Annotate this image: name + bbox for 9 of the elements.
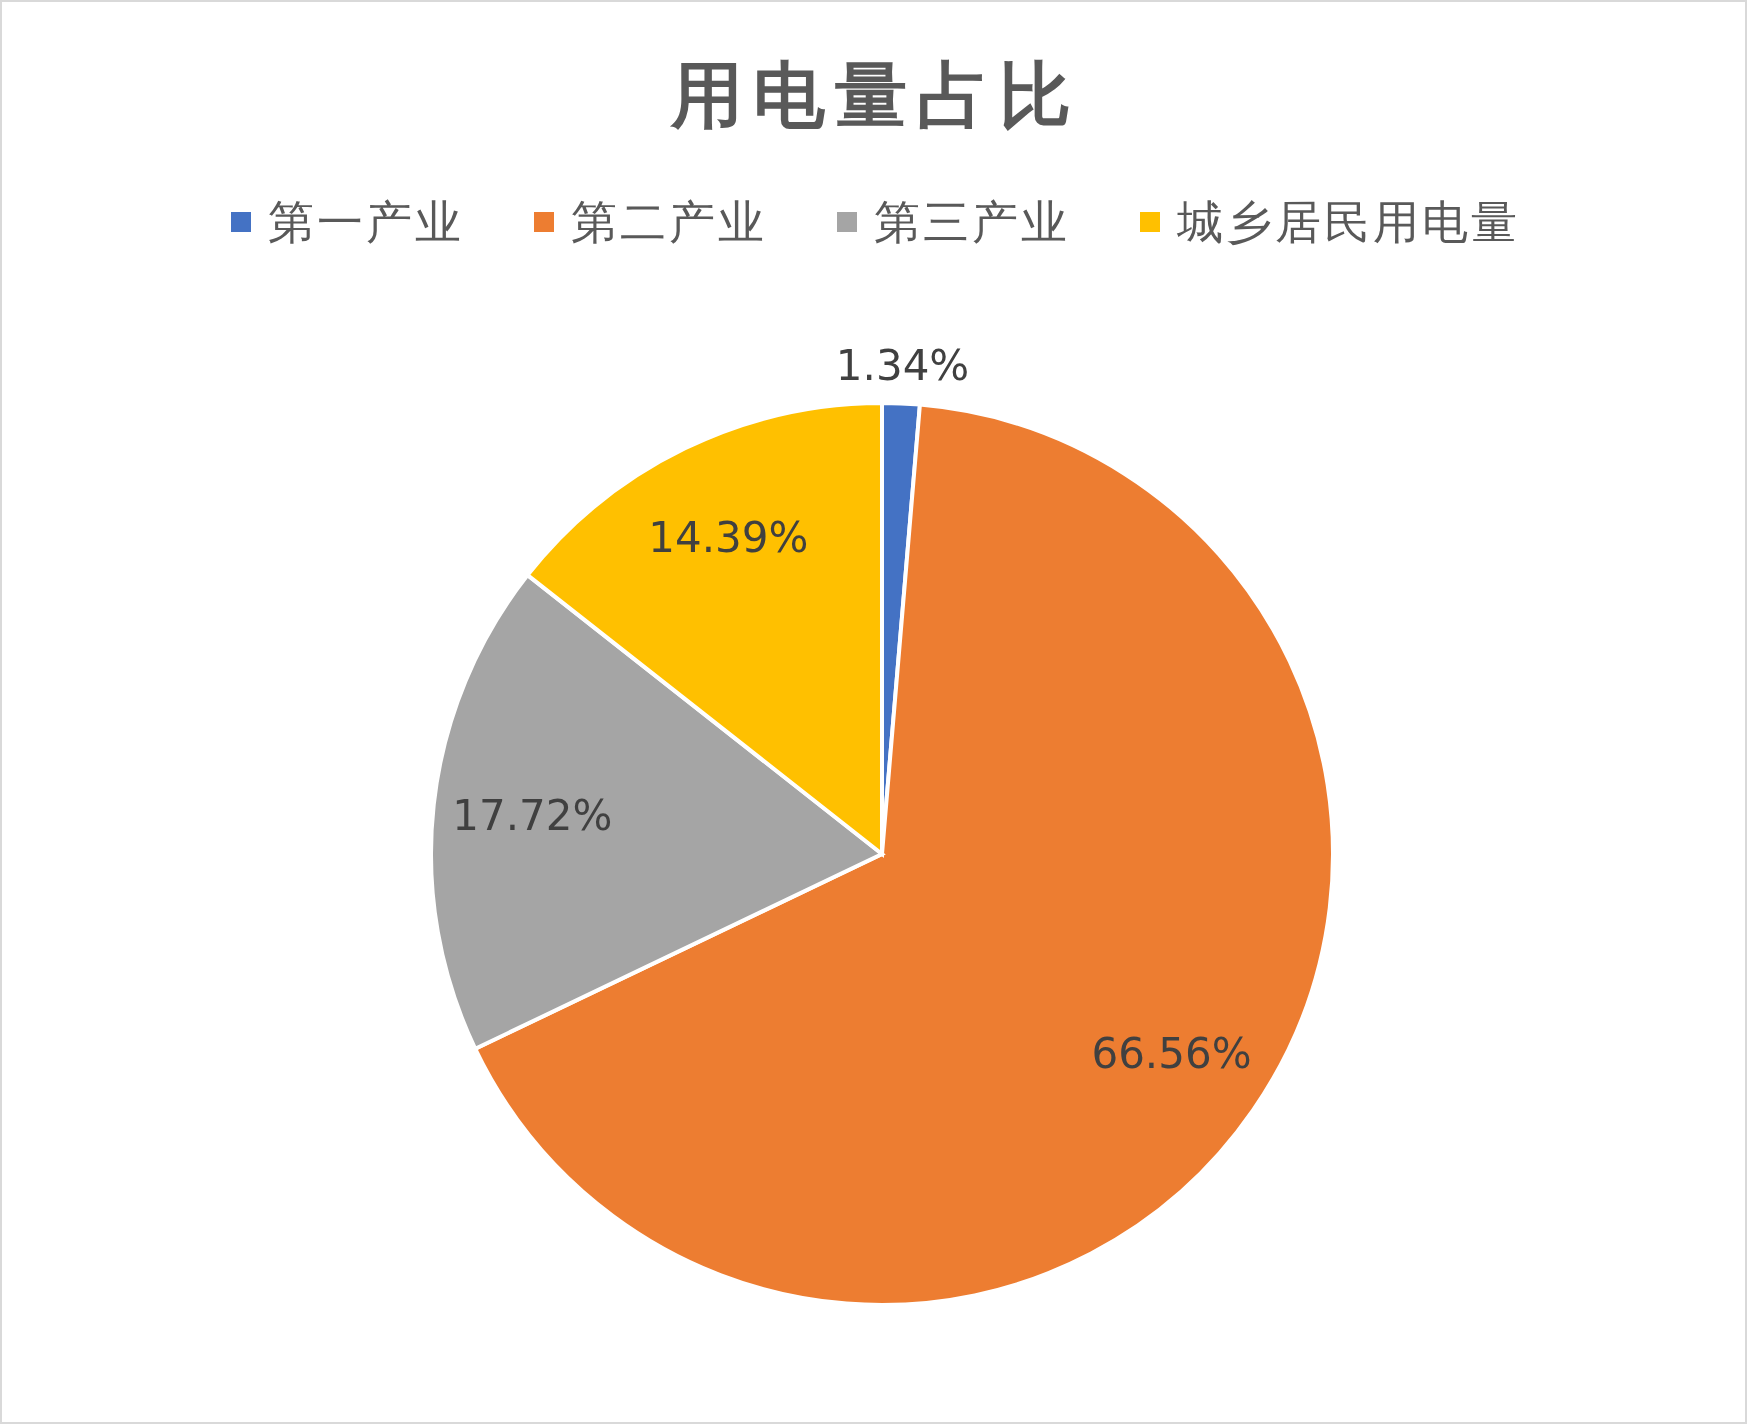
- legend-label: 第三产业: [874, 194, 1070, 251]
- chart-title: 用电量占比: [669, 52, 1082, 139]
- data-label: 66.56%: [1091, 1029, 1252, 1079]
- data-label: 17.72%: [452, 790, 613, 840]
- legend-label: 第二产业: [571, 194, 767, 251]
- legend-label: 城乡居民用电量: [1177, 194, 1520, 251]
- data-label: 1.34%: [835, 340, 970, 390]
- data-label: 14.39%: [648, 513, 809, 563]
- legend-label: 第一产业: [268, 194, 464, 251]
